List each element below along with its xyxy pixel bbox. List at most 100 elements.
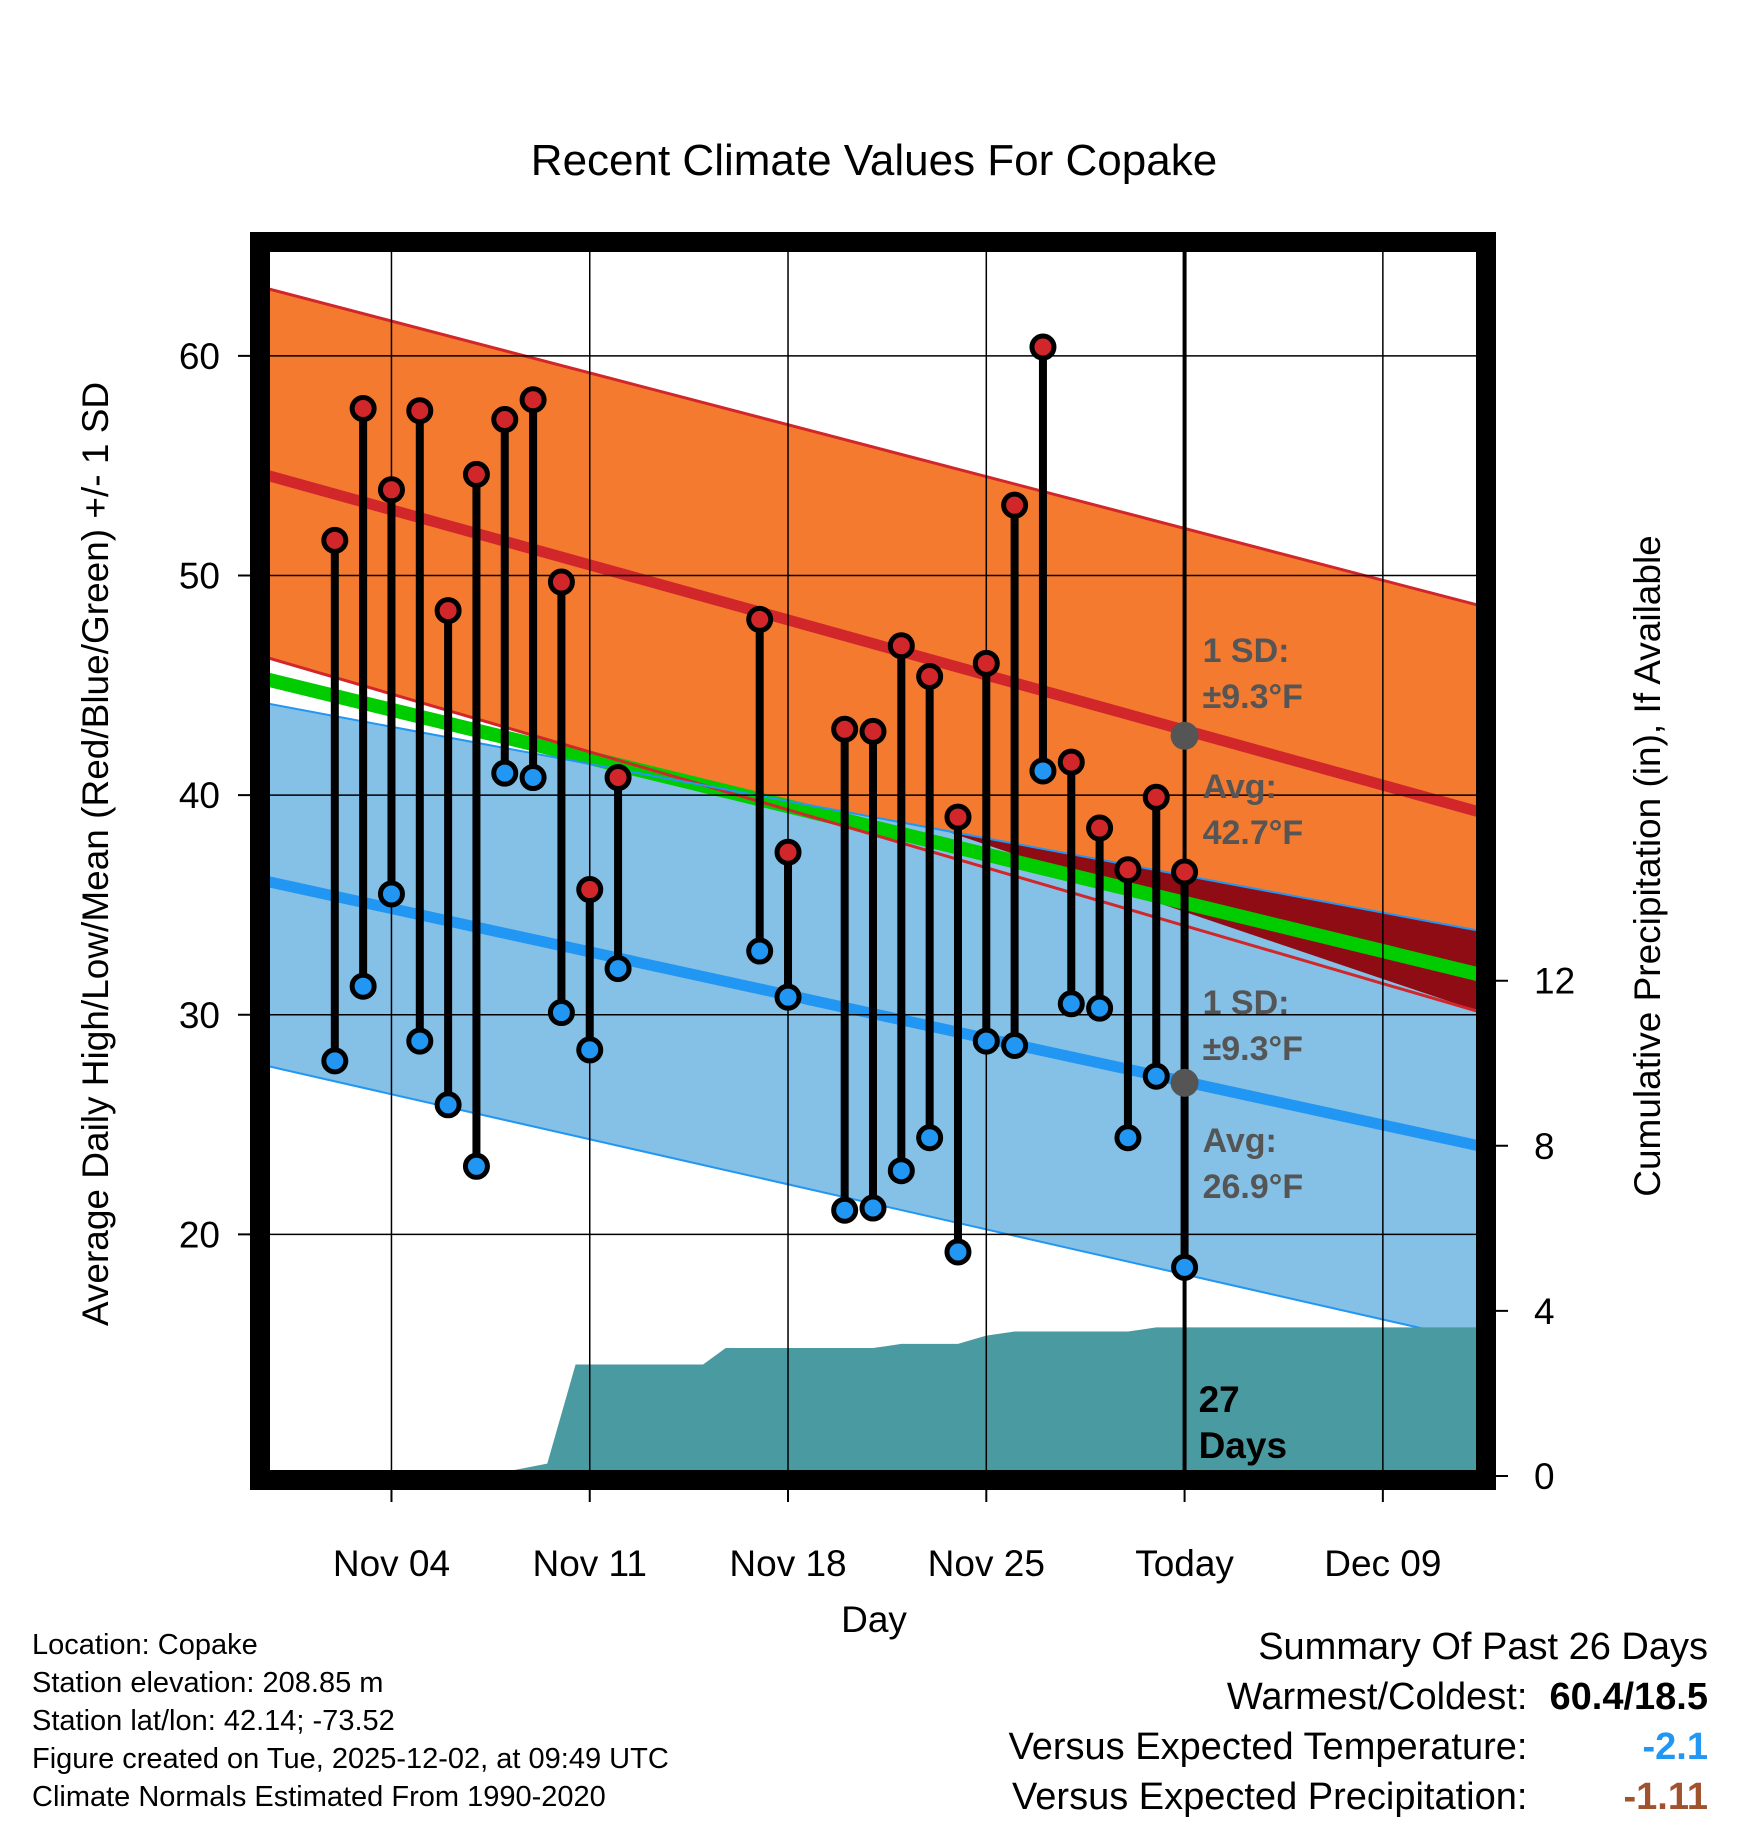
x-tick-label: Dec 09 xyxy=(1324,1543,1441,1584)
temp-value: -2.1 xyxy=(1642,1726,1708,1768)
high-point xyxy=(1142,783,1170,811)
high-point xyxy=(1001,491,1029,519)
y-tick-label: 20 xyxy=(179,1214,220,1255)
temp-label: Versus Expected Temperature: xyxy=(1008,1726,1528,1768)
days-label: Days xyxy=(1199,1425,1287,1466)
high-point xyxy=(746,605,774,633)
y2-tick-label: 4 xyxy=(1534,1291,1555,1332)
info-latlon: Station lat/lon: 42.14; -73.52 xyxy=(32,1705,395,1737)
today-low-avg-marker xyxy=(1170,1068,1199,1097)
summary-temp: Versus Expected Temperature: -2.1 xyxy=(1009,1722,1708,1772)
precip-label: Versus Expected Precipitation: xyxy=(1012,1776,1528,1818)
summary-panel: Summary Of Past 26 Days Warmest/Coldest:… xyxy=(1009,1622,1708,1822)
y-tick-label: 60 xyxy=(179,336,220,377)
low-point xyxy=(746,937,774,965)
y-tick-label: 40 xyxy=(179,775,220,816)
high-point xyxy=(1171,858,1199,886)
annotation-high-sd: 1 SD: xyxy=(1203,632,1290,670)
y-tick-label: 30 xyxy=(179,995,220,1036)
annotation-low-avg-label: Avg: xyxy=(1203,1122,1277,1160)
annotation-low-sd-val: ±9.3°F xyxy=(1203,1030,1303,1068)
low-point xyxy=(434,1091,462,1119)
low-point xyxy=(774,983,802,1011)
high-point xyxy=(916,663,944,690)
low-point xyxy=(916,1124,944,1152)
high-point xyxy=(462,460,490,488)
high-point xyxy=(547,568,575,596)
annotation-low-sd: 1 SD: xyxy=(1203,984,1290,1022)
high-point xyxy=(972,649,1000,677)
annotation-high-avg-val: 42.7°F xyxy=(1203,814,1304,852)
low-point xyxy=(321,1047,349,1075)
high-point xyxy=(887,632,915,660)
summary-heading: Summary Of Past 26 Days xyxy=(1258,1626,1708,1668)
low-point xyxy=(944,1238,972,1266)
chart-title: Recent Climate Values For Copake xyxy=(531,136,1217,185)
high-point xyxy=(349,395,377,423)
y2-tick-label: 0 xyxy=(1534,1456,1555,1497)
high-point xyxy=(774,838,802,866)
high-point xyxy=(576,876,604,904)
low-point xyxy=(377,880,405,908)
x-tick-label: Nov 04 xyxy=(333,1543,450,1584)
high-point xyxy=(434,597,462,625)
x-tick-label: Nov 25 xyxy=(928,1543,1045,1584)
high-point xyxy=(859,717,887,745)
low-point xyxy=(604,955,632,983)
low-point xyxy=(1171,1253,1199,1281)
low-point xyxy=(831,1196,859,1224)
low-point xyxy=(349,972,377,1000)
info-normals: Climate Normals Estimated From 1990-2020 xyxy=(32,1781,606,1813)
low-point xyxy=(1086,994,1114,1022)
annotation-low-avg-val: 26.9°F xyxy=(1203,1168,1304,1206)
low-point xyxy=(1142,1062,1170,1090)
y-tick-label: 50 xyxy=(179,555,220,596)
info-elevation: Station elevation: 208.85 m xyxy=(32,1667,384,1699)
x-axis-label: Day xyxy=(841,1599,907,1640)
low-point xyxy=(859,1194,887,1222)
today-high-avg-marker xyxy=(1170,721,1199,750)
y2-tick-label: 8 xyxy=(1534,1126,1555,1167)
annotation-high-avg-label: Avg: xyxy=(1203,768,1277,806)
low-point xyxy=(972,1027,1000,1055)
y-axis-label: Average Daily High/Low/Mean (Red/Blue/Gr… xyxy=(75,382,116,1326)
high-sd-band xyxy=(264,287,1482,1013)
x-tick-label: Nov 11 xyxy=(532,1543,647,1584)
precip-area xyxy=(264,1327,1482,1476)
y2-tick-label: 12 xyxy=(1534,961,1575,1002)
days-count: 27 xyxy=(1199,1379,1240,1420)
low-point xyxy=(576,1036,604,1064)
high-point xyxy=(321,526,349,554)
high-point xyxy=(377,476,405,504)
high-point xyxy=(1057,748,1085,776)
low-point xyxy=(491,759,519,787)
high-point xyxy=(406,397,434,425)
x-tick-label: Today xyxy=(1135,1543,1234,1584)
high-upper-line xyxy=(264,286,1482,608)
high-point xyxy=(1029,333,1057,361)
info-created: Figure created on Tue, 2025-12-02, at 09… xyxy=(32,1743,669,1775)
station-info: Location: Copake Station elevation: 208.… xyxy=(32,1626,669,1816)
warm-cold-label: Warmest/Coldest: xyxy=(1226,1676,1528,1718)
high-point xyxy=(519,386,547,414)
high-point xyxy=(944,803,972,831)
high-normal-line xyxy=(264,469,1482,818)
warm-cold-value: 60.4/18.5 xyxy=(1549,1676,1708,1718)
info-location: Location: Copake xyxy=(32,1629,258,1661)
high-point xyxy=(604,764,632,792)
high-point xyxy=(491,406,519,434)
low-point xyxy=(1057,990,1085,1018)
high-point xyxy=(1086,814,1114,842)
low-point xyxy=(462,1152,490,1180)
low-point xyxy=(406,1027,434,1055)
y2-axis-label: Cumulative Precipitation (in), If Availa… xyxy=(1627,535,1668,1197)
plot-frame xyxy=(250,232,1496,1490)
annotation-high-sd-val: ±9.3°F xyxy=(1203,678,1303,716)
low-point xyxy=(1001,1032,1029,1059)
low-point xyxy=(519,764,547,792)
low-point xyxy=(887,1157,915,1185)
low-point xyxy=(1029,757,1057,785)
precip-value: -1.11 xyxy=(1623,1776,1708,1818)
low-point xyxy=(1114,1124,1142,1152)
